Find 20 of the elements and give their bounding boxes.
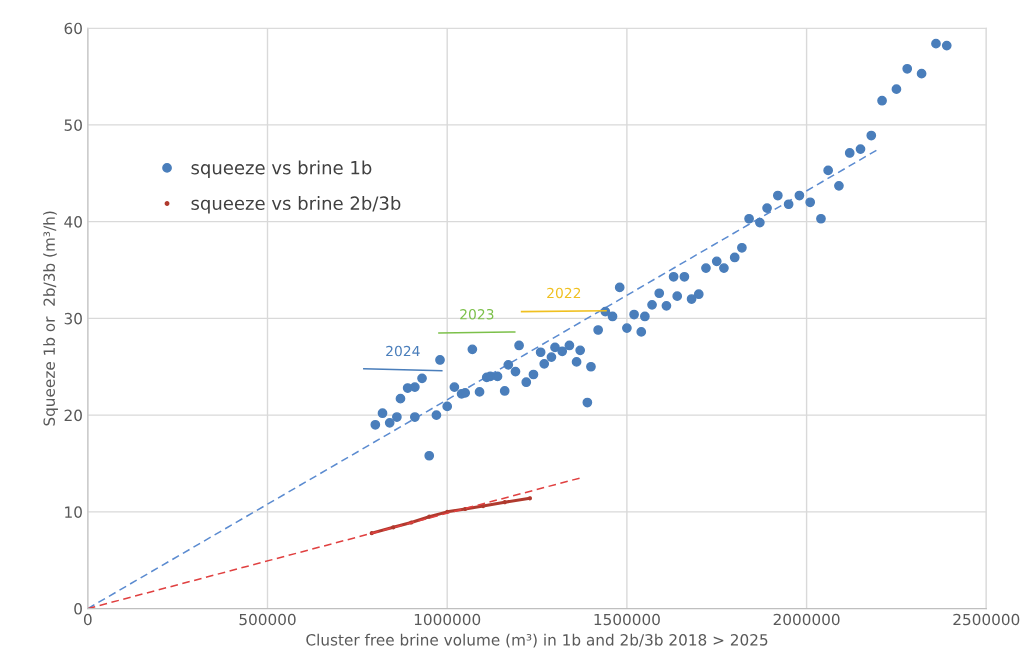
- x-tick-label: 2000000: [773, 613, 840, 626]
- series-label: 2024: [386, 345, 420, 357]
- x-tick-label: 0: [83, 613, 92, 626]
- series-label: 2022: [547, 287, 581, 299]
- x-axis-title: Cluster free brine volume (m³) in 1b and 2b/3b 2018 > 2025: [306, 633, 768, 648]
- x-tick-label: 1000000: [414, 613, 481, 626]
- y-axis-title: Squeeze 1b or 2b/3b (m³/h): [43, 211, 58, 426]
- y-tick-label: 20: [64, 409, 82, 422]
- y-tick-label: 60: [64, 22, 82, 35]
- series-label: 2023: [460, 309, 494, 320]
- y-tick-label: 30: [64, 312, 82, 325]
- legend-label: squeeze vs brine 1b: [191, 160, 372, 178]
- x-tick-label: 2500000: [953, 613, 1020, 626]
- x-tick-label: 1500000: [594, 613, 660, 626]
- legend-label: squeeze vs brine 2b/3b: [191, 196, 401, 214]
- x-tick-label: 500000: [239, 613, 296, 626]
- y-tick-label: 10: [65, 506, 82, 518]
- y-tick-label: 50: [64, 119, 82, 131]
- y-tick-label: 40: [64, 216, 82, 228]
- y-tick-label: 0: [74, 603, 82, 615]
